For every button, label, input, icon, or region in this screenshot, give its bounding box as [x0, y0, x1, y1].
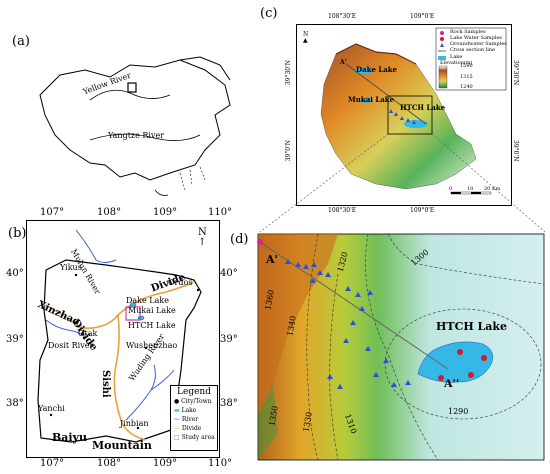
cross-section-line-c	[345, 63, 427, 125]
c-mukai-label: Mukai Lake	[348, 95, 395, 104]
legend-title: Legend	[177, 387, 211, 397]
c-legend-lake-water: Lake Water Samples	[450, 35, 502, 41]
c-legend-rock: Rock Samples	[450, 29, 486, 35]
b-xtick-top-108: 108°	[97, 207, 122, 218]
contour-1290	[384, 308, 542, 420]
c-bot-tick-1: 108°30'E	[328, 207, 357, 214]
place-otak: Otak	[78, 329, 98, 338]
panel-d-letter: (d)	[230, 232, 249, 247]
yangtze-river-label: Yangtze River	[108, 131, 165, 140]
legend-study-area: □ Study area	[174, 434, 215, 441]
c-top-tick-1: 108°30'E	[328, 13, 357, 20]
d-contour-1290: 1290	[448, 407, 469, 416]
panel-b-map	[37, 229, 202, 443]
c-top-tick-2: 109°0'E	[410, 13, 435, 20]
place-htch-lake: HTCH Lake	[128, 321, 176, 330]
htch-lake-d	[417, 341, 494, 383]
place-mukai-lake: Mukai Lake	[128, 306, 176, 315]
panel-b-letter: (b)	[8, 226, 27, 241]
c-elev-mid: 1315	[460, 74, 473, 80]
yellow-river-line	[89, 89, 171, 101]
c-section-label: A'	[340, 59, 347, 66]
b-ytick-left-40: 40°	[6, 268, 24, 279]
contour-1360	[306, 233, 319, 461]
place-jinbian: Jinbian	[120, 419, 149, 428]
d-section-end: A''	[444, 377, 460, 390]
d-htch-lake-label: HTCH Lake	[436, 320, 508, 333]
legend-divide: — Divide	[174, 425, 202, 432]
panel-c-letter: (c)	[260, 6, 278, 21]
panel-c-frame	[296, 24, 512, 206]
north-arrow-b: N ↑	[198, 227, 207, 248]
china-map	[39, 56, 231, 196]
b-xtick-bot-110: 110°	[208, 458, 233, 469]
study-area-box	[127, 82, 137, 93]
rock-sample-marker	[257, 239, 263, 245]
mukai-lake-c	[360, 97, 372, 103]
panel-b-legend: Legend ● City/Town ▬ Lake ⁓ River — Divi…	[170, 385, 218, 451]
divide-line-sishi	[113, 314, 147, 441]
legend-river: ⁓ River	[174, 416, 199, 423]
contour-1300	[365, 233, 439, 461]
c-dake-label: Dake Lake	[356, 65, 398, 74]
study-area-rect	[125, 306, 141, 321]
divide-baiyu-label: Baiyu	[52, 431, 87, 444]
c-legend-cross: Cross section line	[450, 47, 496, 53]
panel-a-letter: (a)	[12, 34, 30, 49]
contour-1340	[329, 273, 339, 461]
b-xtick-bot-107: 107°	[40, 458, 65, 469]
b-ytick-left-39: 39°	[6, 334, 24, 345]
panel-b-frame	[26, 220, 220, 458]
c-scale-20: 20 Km	[484, 186, 501, 192]
legend-lake: ▬ Lake	[174, 407, 197, 414]
divide-mountain-label: Mountain	[92, 439, 152, 452]
b-ytick-right-40: 40°	[220, 268, 238, 279]
c-scale-10: 10	[467, 186, 474, 192]
c-north: N ▲	[303, 31, 309, 44]
place-dake-lake: Dake Lake	[126, 296, 169, 305]
yangtze-river-line	[89, 133, 201, 141]
b-ytick-right-39: 39°	[220, 334, 238, 345]
b-ytick-right-38: 38°	[220, 398, 238, 409]
c-elev-high: 1590	[460, 63, 473, 69]
b-xtick-top-110: 110°	[208, 207, 233, 218]
river-dosit-label: Dosit River	[48, 341, 94, 350]
c-legend-elevation: Elevation(m)	[440, 60, 473, 66]
b-xtick-bot-109: 109°	[153, 458, 178, 469]
b-xtick-top-109: 109°	[153, 207, 178, 218]
c-elev-low: 1240	[460, 84, 473, 90]
c-htch-label: HTCH Lake	[400, 103, 446, 112]
c-legend-lake: Lake	[450, 54, 463, 60]
legend-city: ● City/Town	[174, 398, 212, 405]
mulun-river-line	[75, 229, 117, 263]
cross-section-line-d	[259, 241, 449, 370]
zoom-box-c	[387, 95, 433, 135]
place-ordos: Ordos	[168, 278, 193, 287]
c-bot-tick-2: 109°0'E	[410, 207, 435, 214]
place-yanchi: Yanchi	[38, 404, 65, 413]
b-xtick-top-107: 107°	[40, 207, 65, 218]
place-wushenzhao: Wushenzhao	[126, 341, 178, 350]
contour-1300b	[387, 233, 545, 285]
dosit-river-line	[45, 319, 87, 339]
d-section-start: A'	[266, 253, 278, 266]
dake-lake-c	[355, 68, 373, 74]
b-ytick-left-38: 38°	[6, 398, 24, 409]
c-legend-groundwater: Groundwater Samples	[450, 41, 507, 47]
b-xtick-bot-108: 108°	[97, 458, 122, 469]
c-right-tick-1: 39°30'N	[512, 60, 519, 86]
c-right-tick-2: 39°0'N	[512, 140, 519, 162]
panel-d-map	[257, 233, 545, 461]
c-scale-0: 0	[449, 186, 453, 192]
panel-c-map	[320, 27, 507, 195]
place-yikus: Yikus	[60, 263, 82, 272]
